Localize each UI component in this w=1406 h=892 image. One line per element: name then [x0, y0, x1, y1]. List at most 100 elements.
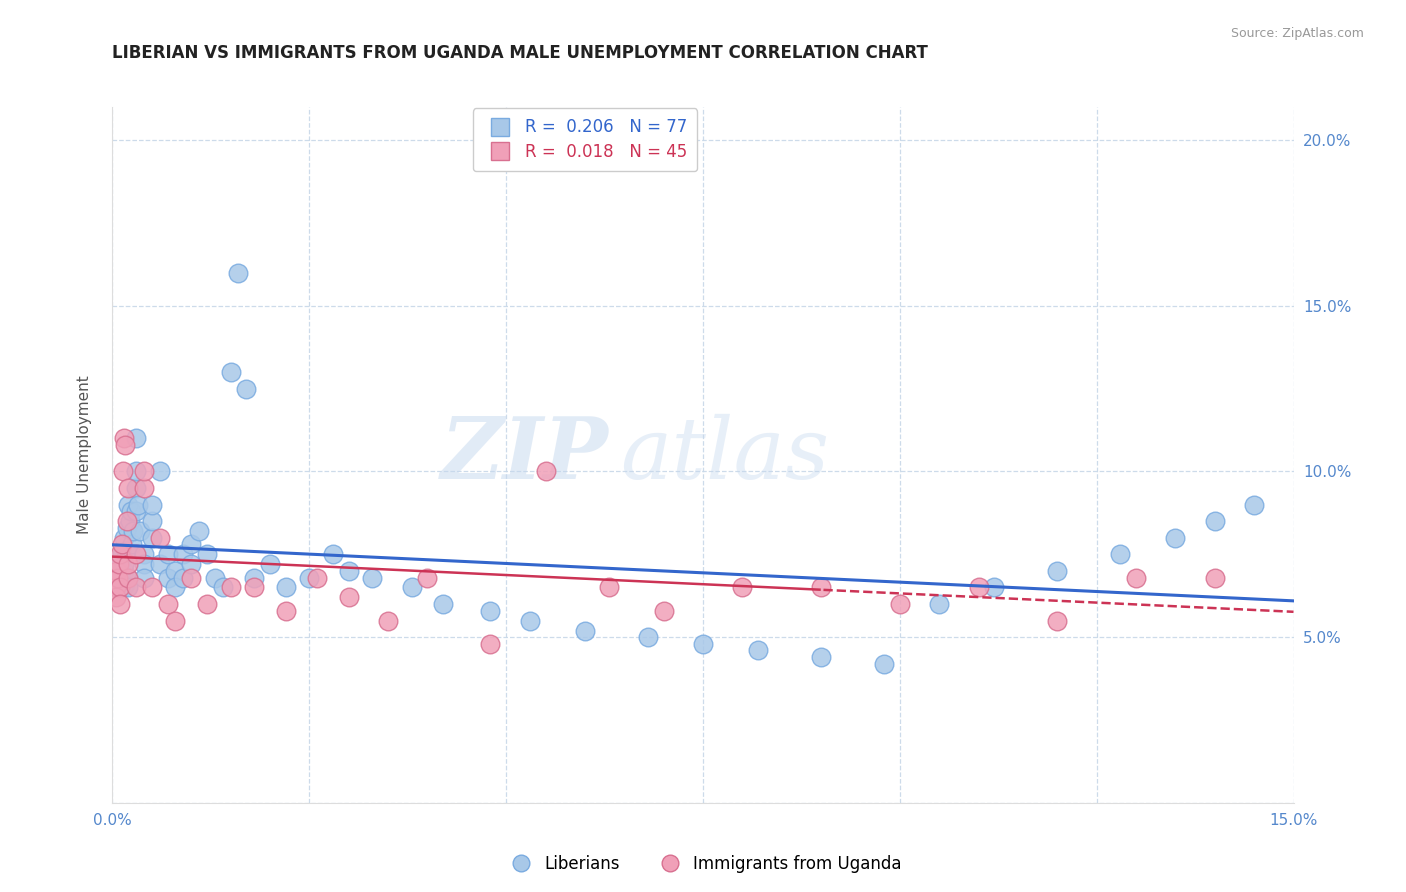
Point: [165, 581, 187, 595]
Point: [117, 558, 139, 572]
Legend: R =  0.206   N = 77, R =  0.018   N = 45: R = 0.206 N = 77, R = 0.018 N = 45: [472, 109, 697, 171]
Point: [111, 547, 134, 561]
Text: Source: ZipAtlas.com: Source: ZipAtlas.com: [1230, 27, 1364, 40]
Point: [149, 465, 172, 479]
Point: [731, 581, 754, 595]
Point: [117, 481, 139, 495]
Point: [132, 465, 155, 479]
Point: [112, 431, 135, 445]
Point: [337, 564, 360, 578]
Point: [180, 558, 202, 572]
Point: [104, 581, 127, 595]
Point: [125, 581, 148, 595]
Point: [105, 564, 128, 578]
Point: [211, 581, 233, 595]
Point: [141, 531, 163, 545]
Point: [105, 564, 128, 578]
Point: [432, 597, 454, 611]
Point: [105, 591, 128, 605]
Point: [479, 604, 502, 618]
Point: [274, 604, 297, 618]
Point: [228, 266, 250, 280]
Point: [108, 547, 131, 561]
Point: [219, 581, 242, 595]
Point: [110, 554, 132, 568]
Point: [1046, 614, 1069, 628]
Point: [149, 531, 172, 545]
Point: [1125, 570, 1147, 584]
Point: [122, 524, 145, 538]
Point: [928, 597, 950, 611]
Point: [361, 570, 384, 584]
Point: [180, 570, 202, 584]
Point: [132, 558, 155, 572]
Point: [692, 637, 714, 651]
Point: [104, 577, 127, 591]
Point: [111, 465, 134, 479]
Point: [307, 570, 329, 584]
Point: [377, 614, 399, 628]
Point: [127, 498, 149, 512]
Point: [115, 544, 138, 558]
Y-axis label: Male Unemployment: Male Unemployment: [77, 376, 91, 534]
Point: [125, 431, 148, 445]
Point: [117, 498, 139, 512]
Point: [172, 547, 194, 561]
Point: [873, 657, 896, 671]
Point: [204, 570, 226, 584]
Point: [141, 514, 163, 528]
Point: [104, 570, 127, 584]
Point: [195, 547, 218, 561]
Point: [118, 514, 141, 528]
Point: [747, 643, 769, 657]
Point: [652, 604, 675, 618]
Point: [574, 624, 596, 638]
Point: [112, 531, 135, 545]
Legend: Liberians, Immigrants from Uganda: Liberians, Immigrants from Uganda: [498, 848, 908, 880]
Point: [598, 581, 620, 595]
Point: [983, 581, 1005, 595]
Point: [132, 481, 155, 495]
Point: [637, 630, 659, 644]
Point: [125, 504, 148, 518]
Point: [111, 581, 134, 595]
Point: [114, 577, 136, 591]
Point: [107, 570, 129, 584]
Point: [121, 537, 143, 551]
Point: [117, 581, 139, 595]
Point: [156, 547, 179, 561]
Point: [110, 581, 132, 595]
Point: [172, 570, 194, 584]
Point: [125, 465, 148, 479]
Point: [1204, 514, 1226, 528]
Point: [125, 481, 148, 495]
Point: [165, 614, 187, 628]
Text: atlas: atlas: [620, 414, 830, 496]
Point: [132, 547, 155, 561]
Point: [156, 570, 179, 584]
Point: [298, 570, 321, 584]
Point: [416, 570, 439, 584]
Point: [810, 581, 832, 595]
Point: [120, 504, 142, 518]
Point: [180, 537, 202, 551]
Point: [1046, 564, 1069, 578]
Point: [188, 524, 211, 538]
Point: [107, 560, 129, 574]
Point: [104, 570, 127, 584]
Point: [112, 564, 135, 578]
Point: [107, 574, 129, 588]
Point: [165, 564, 187, 578]
Point: [967, 581, 990, 595]
Point: [1109, 547, 1132, 561]
Point: [110, 597, 132, 611]
Point: [243, 570, 266, 584]
Point: [114, 438, 136, 452]
Point: [111, 537, 134, 551]
Point: [141, 581, 163, 595]
Point: [107, 558, 129, 572]
Point: [132, 570, 155, 584]
Point: [156, 597, 179, 611]
Point: [322, 547, 344, 561]
Point: [519, 614, 541, 628]
